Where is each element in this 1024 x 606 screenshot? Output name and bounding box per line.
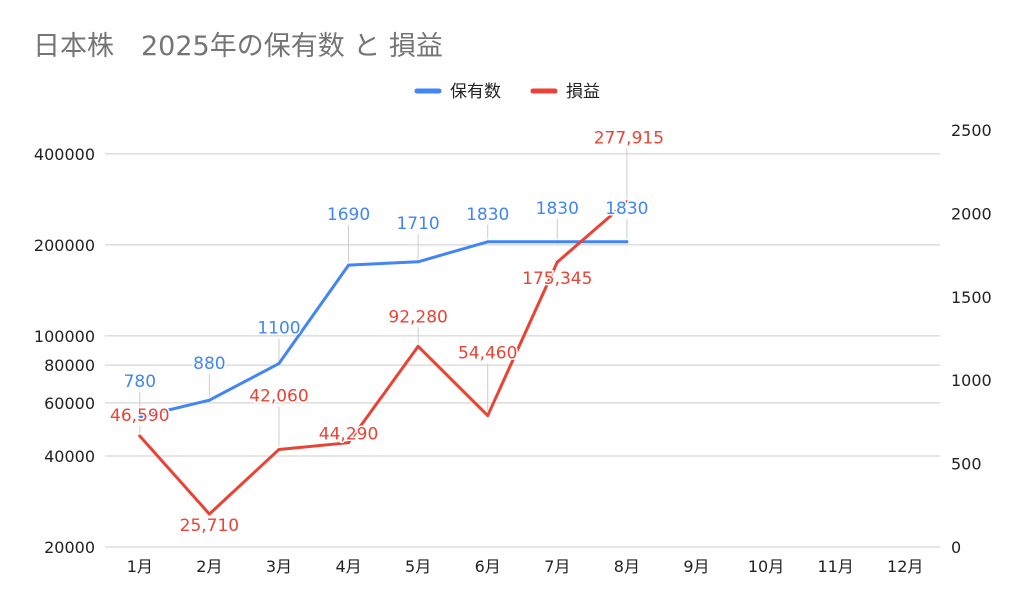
series-point-holdings [347, 263, 351, 267]
data-label-holdings: 1100 [257, 319, 300, 339]
x-axis-tick-label: 1月 [127, 557, 153, 576]
left-axis-tick-label: 200000 [34, 236, 95, 255]
right-axis: 0 500 1000 1500 2000 2500 [951, 121, 992, 557]
left-axis-tick-label: 100000 [34, 327, 95, 346]
series-point-holdings [555, 240, 559, 244]
legend-label-holdings: 保有数 [450, 82, 501, 102]
x-axis-tick-label: 10月 [748, 557, 784, 576]
x-axis-tick-label: 5月 [405, 557, 431, 576]
series-point-holdings [207, 398, 211, 402]
data-label-profit: 277,915 [594, 129, 664, 149]
right-axis-tick-label: 0 [951, 538, 961, 557]
data-label-holdings: 780 [124, 372, 156, 392]
x-axis-tick-label: 4月 [335, 557, 361, 576]
right-axis-tick-label: 1000 [951, 371, 992, 390]
series-point-profit [486, 414, 490, 418]
data-label-profit: 42,060 [249, 386, 308, 406]
data-label-holdings: 1710 [396, 214, 439, 234]
series-point-holdings [138, 415, 142, 419]
series-point-profit [207, 512, 211, 516]
left-axis-tick-label: 60000 [44, 394, 95, 413]
series-line-profit [138, 200, 629, 516]
series-point-profit [416, 344, 420, 348]
series-point-profit [625, 200, 629, 204]
series-point-profit [277, 447, 281, 451]
x-axis-tick-label: 12月 [887, 557, 923, 576]
left-axis-tick-label: 40000 [44, 447, 95, 466]
x-axis-tick-label: 2月 [196, 557, 222, 576]
data-label-holdings: 1690 [327, 205, 370, 225]
series-point-holdings [486, 240, 490, 244]
x-axis-tick-label: 11月 [817, 557, 853, 576]
x-axis-tick-label: 6月 [475, 557, 501, 576]
right-axis-tick-label: 1500 [951, 288, 992, 307]
x-axis: 1月 2月 3月 4月 5月 6月 7月 8月 9月 10月 11月 12月 [127, 557, 924, 576]
data-label-holdings: 1830 [536, 199, 579, 219]
data-label-profit: 25,710 [180, 516, 239, 536]
series-point-profit [347, 441, 351, 445]
series-point-holdings [277, 362, 281, 366]
data-label-profit: 46,590 [110, 406, 169, 426]
left-axis-tick-label: 20000 [44, 538, 95, 557]
x-axis-tick-label: 9月 [683, 557, 709, 576]
data-label-profit: 175,345 [522, 269, 592, 289]
series-layer [138, 200, 629, 516]
left-axis-tick-label: 400000 [34, 145, 95, 164]
chart-title: 日本株 2025年の保有数 と 損益 [33, 31, 443, 62]
data-label-holdings: 1830 [605, 199, 648, 219]
series-point-profit [138, 434, 142, 438]
series-line-holdings [138, 240, 629, 419]
x-axis-tick-label: 8月 [614, 557, 640, 576]
legend: 保有数 損益 [414, 82, 600, 102]
data-labels: 780 880 1100 1690 1710 1830 1830 1830 46,590 25,7… [109, 127, 666, 537]
left-axis-tick-label: 80000 [44, 356, 95, 375]
series-point-profit [555, 260, 559, 264]
right-axis-tick-label: 2500 [951, 121, 992, 140]
right-axis-tick-label: 500 [951, 455, 982, 474]
right-axis-tick-label: 2000 [951, 204, 992, 223]
data-label-holdings: 880 [193, 354, 225, 374]
data-label-profit: 92,280 [388, 307, 447, 327]
left-axis: 20000 40000 60000 80000 100000 200000 400000 [34, 145, 95, 557]
data-label-profit: 44,290 [319, 425, 378, 445]
x-axis-tick-label: 3月 [266, 557, 292, 576]
data-label-holdings: 1830 [466, 205, 509, 225]
data-label-profit: 54,460 [458, 344, 517, 364]
series-point-holdings [416, 260, 420, 264]
gridlines [105, 153, 940, 548]
series-point-holdings [625, 240, 629, 244]
x-axis-tick-label: 7月 [544, 557, 570, 576]
legend-label-profit: 損益 [566, 82, 600, 102]
